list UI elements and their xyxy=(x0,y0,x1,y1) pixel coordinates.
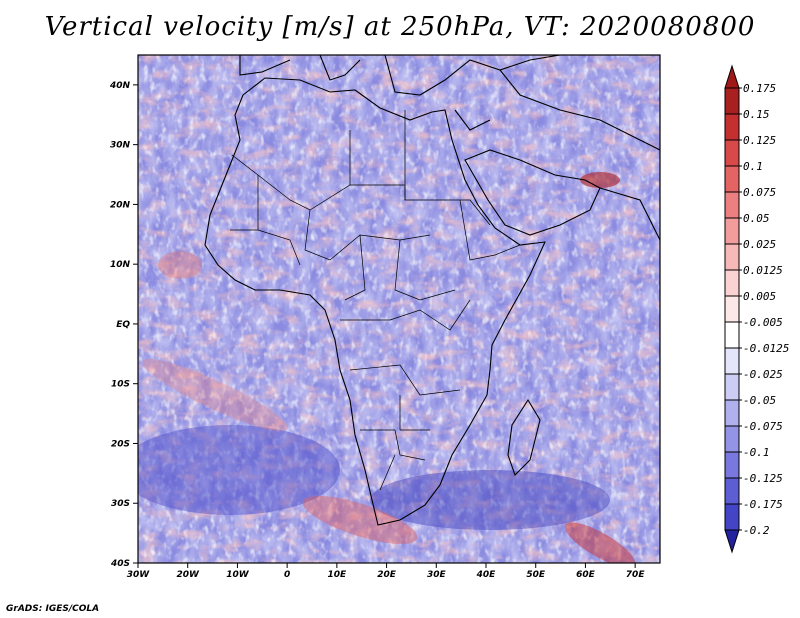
lon-tick-label: 70E xyxy=(626,570,646,580)
lat-tick-label: 20S xyxy=(111,439,130,449)
map-title: Vertical velocity [m/s] at 250hPa, VT: 2… xyxy=(44,12,756,42)
colorbar-swatch xyxy=(724,347,740,375)
lon-tick-label: 50E xyxy=(526,570,546,580)
grads-credit: GrADS: IGES/COLA xyxy=(6,604,100,614)
lon-tick-label: 20W xyxy=(176,570,200,580)
colorbar-label: -0.175 xyxy=(743,498,783,511)
colorbar-label: 0.0125 xyxy=(743,264,783,277)
lat-tick-label: 30N xyxy=(110,141,131,151)
colorbar-swatch xyxy=(724,451,740,479)
lon-tick-label: 60E xyxy=(576,570,596,580)
colorbar-label: -0.125 xyxy=(743,472,783,485)
colorbar: 0.175 0.15 0.125 0.1 0.075 0.05 0.025 0.0125 0.0… xyxy=(724,64,789,554)
colorbar-label: -0.2 xyxy=(743,524,770,537)
colorbar-label: -0.075 xyxy=(743,420,783,433)
colorbar-swatch xyxy=(724,139,740,167)
lon-tick-label: 10W xyxy=(226,570,250,580)
lon-tick-label: 30E xyxy=(427,570,447,580)
colorbar-swatch xyxy=(724,165,740,193)
colorbar-label: -0.0125 xyxy=(743,342,789,355)
colorbar-label: 0.005 xyxy=(743,290,776,303)
colorbar-label: -0.05 xyxy=(743,394,776,407)
colorbar-swatch xyxy=(724,269,740,297)
lon-tick-label: 20E xyxy=(377,570,397,580)
colorbar-label: 0.1 xyxy=(743,160,763,173)
lat-tick-label: EQ xyxy=(116,320,130,330)
coastlines xyxy=(204,55,660,526)
colorbar-label: 0.125 xyxy=(743,134,776,147)
colorbar-swatch xyxy=(724,243,740,271)
colorbar-label: 0.025 xyxy=(743,238,776,251)
colorbar-swatch xyxy=(724,113,740,141)
colorbar-label: -0.025 xyxy=(743,368,783,381)
colorbar-top-arrow xyxy=(724,64,740,89)
colorbar-swatch xyxy=(724,321,740,349)
colorbar-swatch xyxy=(724,373,740,401)
colorbar-label: 0.05 xyxy=(743,212,770,225)
lat-tick-label: 10S xyxy=(111,380,130,390)
colorbar-swatch xyxy=(724,87,740,115)
lat-tick-label: 40N xyxy=(109,81,131,91)
colorbar-label: 0.175 xyxy=(743,82,776,95)
colorbar-swatch xyxy=(724,191,740,219)
colorbar-swatch xyxy=(724,217,740,245)
latitude-axis: 40N 30N 20N 10N EQ 10S 20S 30S 40S xyxy=(109,81,138,569)
country-borders xyxy=(230,110,521,491)
lon-tick-label: 30W xyxy=(127,570,151,580)
plot-frame xyxy=(137,54,661,564)
colorbar-swatch xyxy=(724,295,740,323)
velocity-field xyxy=(138,55,660,563)
colorbar-swatch xyxy=(724,503,740,531)
colorbar-label: 0.075 xyxy=(743,186,776,199)
colorbar-label: -0.1 xyxy=(743,446,770,459)
lat-tick-label: 30S xyxy=(111,499,130,509)
colorbar-label: -0.005 xyxy=(743,316,783,329)
lon-tick-label: 0 xyxy=(284,570,290,580)
colorbar-swatch xyxy=(724,399,740,427)
colorbar-swatch xyxy=(724,425,740,453)
lon-tick-label: 40E xyxy=(476,570,497,580)
lon-tick-label: 10E xyxy=(328,570,348,580)
lat-tick-label: 20N xyxy=(110,200,131,210)
lat-tick-label: 10N xyxy=(110,260,131,270)
colorbar-bottom-arrow xyxy=(724,529,740,554)
colorbar-label: 0.15 xyxy=(743,108,770,121)
longitude-axis: 30W 20W 10W 0 10E 20E 30E 40E 50E 60E 70E xyxy=(127,563,646,580)
colorbar-swatch xyxy=(724,477,740,505)
lat-tick-label: 40S xyxy=(110,559,130,569)
